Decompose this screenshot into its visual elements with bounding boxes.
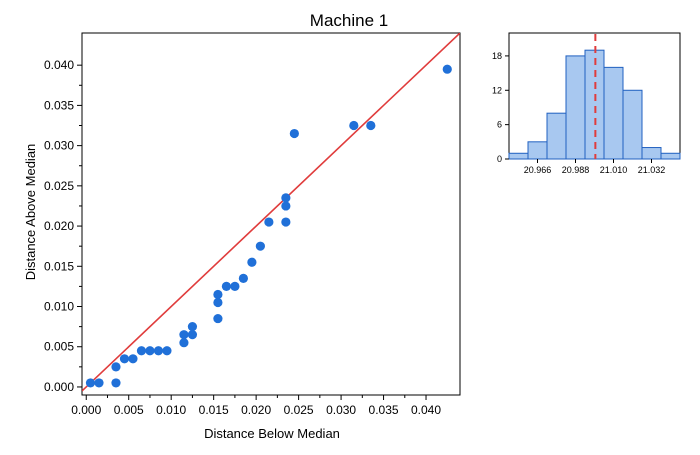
histogram-y-axis: 0 6 12 18 bbox=[492, 51, 509, 164]
data-point bbox=[187, 330, 198, 340]
y-axis: 0.000 0.005 0.010 0.015 0.020 0.025 0.030 0.035… bbox=[44, 58, 82, 394]
data-point bbox=[136, 346, 147, 356]
histogram-bar bbox=[641, 147, 662, 160]
y-axis-title: Distance Above Median bbox=[23, 144, 38, 281]
y-tick-label: 0.005 bbox=[44, 340, 74, 354]
x-tick-label: 0.020 bbox=[241, 403, 271, 417]
scatter-chart: Machine 1 0.000 0.005 0.010 0.015 0.020 0.025… bbox=[23, 11, 461, 441]
y-tick-label: 0.020 bbox=[44, 219, 74, 233]
histogram-x-axis: 20.966 20.988 21.010 21.032 bbox=[524, 159, 666, 175]
histogram-bar bbox=[660, 152, 681, 160]
x-tick-label: 0.040 bbox=[411, 403, 441, 417]
histogram-x-tick-label: 21.032 bbox=[638, 165, 666, 175]
chart-title: Machine 1 bbox=[310, 11, 388, 30]
y-tick-label: 0.035 bbox=[44, 98, 74, 112]
histogram-y-tick-label: 0 bbox=[497, 154, 502, 164]
histogram-y-tick-label: 12 bbox=[492, 85, 502, 95]
data-point bbox=[213, 313, 223, 324]
data-point bbox=[221, 281, 232, 291]
y-tick-label: 0.010 bbox=[44, 300, 74, 314]
reference-line bbox=[82, 33, 460, 392]
data-point bbox=[281, 193, 291, 203]
x-tick-label: 0.025 bbox=[284, 403, 314, 417]
x-tick-label: 0.015 bbox=[199, 403, 229, 417]
data-point bbox=[213, 297, 223, 308]
data-point bbox=[119, 354, 130, 364]
data-point bbox=[85, 378, 96, 388]
x-tick-label: 0.005 bbox=[114, 403, 144, 417]
histogram-chart: 20.966 20.988 21.010 21.032 0 6 12 18 bbox=[492, 32, 681, 175]
data-point bbox=[162, 346, 172, 356]
plot-area bbox=[82, 33, 460, 392]
histogram-bar bbox=[565, 55, 586, 160]
data-point bbox=[289, 128, 299, 139]
x-tick-label: 0.000 bbox=[71, 403, 101, 417]
data-point bbox=[366, 120, 376, 131]
histogram-y-tick-label: 6 bbox=[497, 120, 502, 130]
x-tick-label: 0.030 bbox=[326, 403, 356, 417]
x-axis-title: Distance Below Median bbox=[204, 426, 340, 441]
data-point bbox=[281, 201, 291, 211]
data-point bbox=[111, 378, 121, 388]
histogram-x-tick-label: 21.010 bbox=[600, 165, 628, 175]
data-point bbox=[213, 289, 223, 300]
histogram-bar bbox=[546, 112, 567, 160]
histogram-x-tick-label: 20.988 bbox=[562, 165, 590, 175]
data-point bbox=[238, 273, 248, 283]
y-tick-label: 0.015 bbox=[44, 259, 74, 273]
data-point bbox=[247, 257, 257, 267]
plot-content bbox=[82, 33, 460, 392]
data-point bbox=[187, 322, 198, 332]
data-point bbox=[179, 338, 189, 348]
y-tick-label: 0.030 bbox=[44, 139, 74, 153]
x-axis: 0.000 0.005 0.010 0.015 0.020 0.025 0.030 0.035… bbox=[71, 395, 441, 417]
histogram-y-tick-label: 18 bbox=[492, 51, 502, 61]
data-point bbox=[153, 346, 164, 356]
data-point bbox=[349, 120, 359, 131]
data-point bbox=[264, 217, 274, 227]
y-tick-label: 0.040 bbox=[44, 58, 74, 72]
data-point bbox=[179, 330, 189, 340]
x-tick-label: 0.010 bbox=[156, 403, 186, 417]
data-point bbox=[255, 241, 265, 251]
data-point bbox=[442, 64, 452, 74]
y-tick-label: 0.025 bbox=[44, 179, 74, 193]
y-tick-label: 0.000 bbox=[44, 380, 74, 394]
histogram-bar bbox=[508, 152, 529, 160]
data-point bbox=[281, 217, 291, 227]
histogram-bar bbox=[622, 89, 643, 160]
histogram-bars bbox=[508, 34, 681, 160]
data-point bbox=[128, 354, 138, 364]
data-point bbox=[94, 378, 104, 388]
data-point bbox=[111, 362, 121, 372]
histogram-bar bbox=[603, 66, 624, 160]
data-point bbox=[145, 346, 155, 356]
data-point bbox=[230, 281, 240, 291]
x-tick-label: 0.035 bbox=[369, 403, 399, 417]
histogram-x-tick-label: 20.966 bbox=[524, 165, 552, 175]
histogram-bar bbox=[527, 141, 548, 160]
